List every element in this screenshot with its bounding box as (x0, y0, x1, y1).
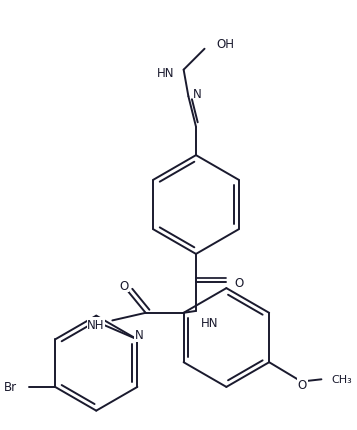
Text: N: N (193, 88, 202, 101)
Text: O: O (119, 279, 129, 292)
Text: Br: Br (4, 381, 17, 393)
Text: O: O (234, 276, 243, 289)
Text: HN: HN (157, 67, 174, 80)
Text: O: O (298, 378, 307, 390)
Text: NH: NH (87, 318, 105, 331)
Text: CH₃: CH₃ (332, 375, 353, 384)
Text: HN: HN (201, 316, 218, 329)
Text: N: N (135, 329, 144, 341)
Text: OH: OH (216, 38, 234, 51)
